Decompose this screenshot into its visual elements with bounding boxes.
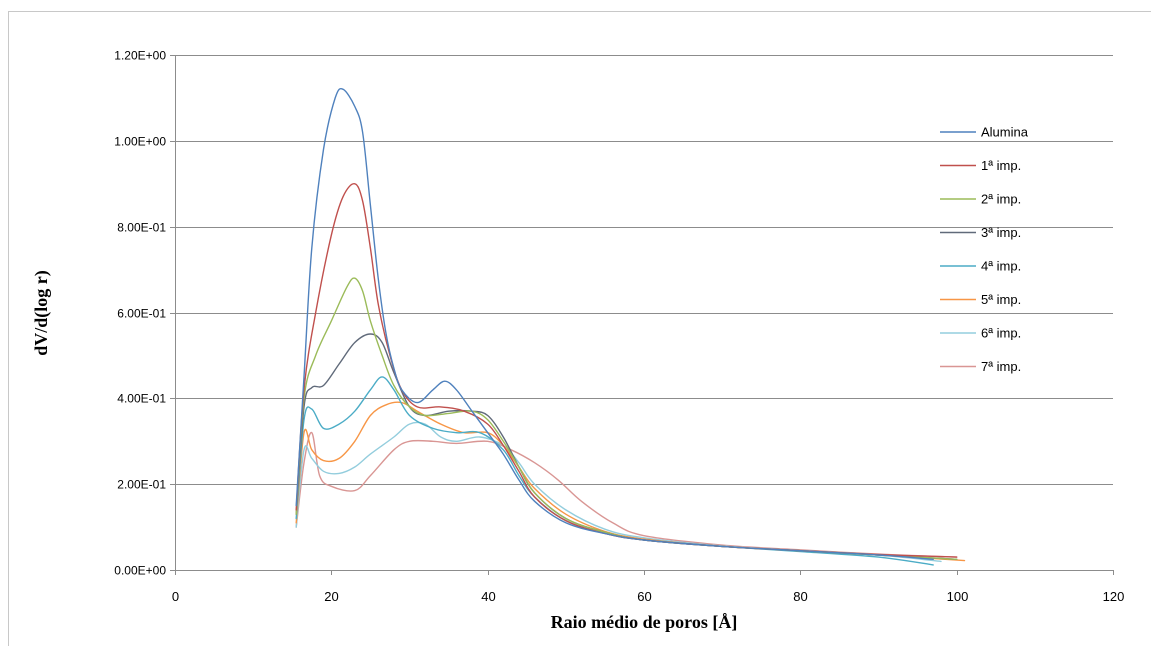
- y-tick-label: 1.00E+00: [114, 135, 166, 149]
- legend-label: 2ª imp.: [981, 192, 1021, 207]
- legend-label: 4ª imp.: [981, 259, 1021, 274]
- x-tick-label: 40: [481, 589, 495, 604]
- legend-label: 6ª imp.: [981, 326, 1021, 341]
- x-tick-label: 0: [172, 589, 179, 604]
- y-tick-label: 8.00E-01: [117, 221, 166, 235]
- x-tick-label: 100: [947, 589, 969, 604]
- gridlines: [175, 55, 1113, 485]
- x-tick-label: 80: [793, 589, 807, 604]
- y-tick-label: 1.20E+00: [114, 49, 166, 63]
- legend-label: 5ª imp.: [981, 292, 1021, 307]
- x-axis-title: Raio médio de poros [Å]: [551, 612, 738, 632]
- legend: Alumina 1ª imp. 2ª imp. 3ª imp. 4ª imp. 5ª im…: [940, 125, 1029, 374]
- series-line-6a-imp: [295, 421, 942, 563]
- series-line-7a-imp: [295, 431, 958, 558]
- y-tick-label: 2.00E-01: [117, 478, 166, 492]
- legend-label: 3ª imp.: [981, 225, 1021, 240]
- x-tick-label: 60: [637, 589, 651, 604]
- axes: 0.00E+00 2.00E-01 4.00E-01 6.00E-01 8.00E-01…: [114, 49, 1124, 605]
- legend-label: Alumina: [981, 125, 1029, 140]
- x-tick-label: 20: [324, 589, 338, 604]
- y-axis-title: dV/d(log r): [31, 270, 52, 356]
- legend-label: 7ª imp.: [981, 359, 1021, 374]
- y-tick-label: 0.00E+00: [114, 564, 166, 578]
- y-tick-label: 4.00E-01: [117, 392, 166, 406]
- y-tick-label: 6.00E-01: [117, 307, 166, 321]
- x-tick-label: 120: [1103, 589, 1125, 604]
- legend-label: 1ª imp.: [981, 158, 1021, 173]
- series-lines: [295, 87, 966, 566]
- series-line-alumina: [295, 87, 934, 560]
